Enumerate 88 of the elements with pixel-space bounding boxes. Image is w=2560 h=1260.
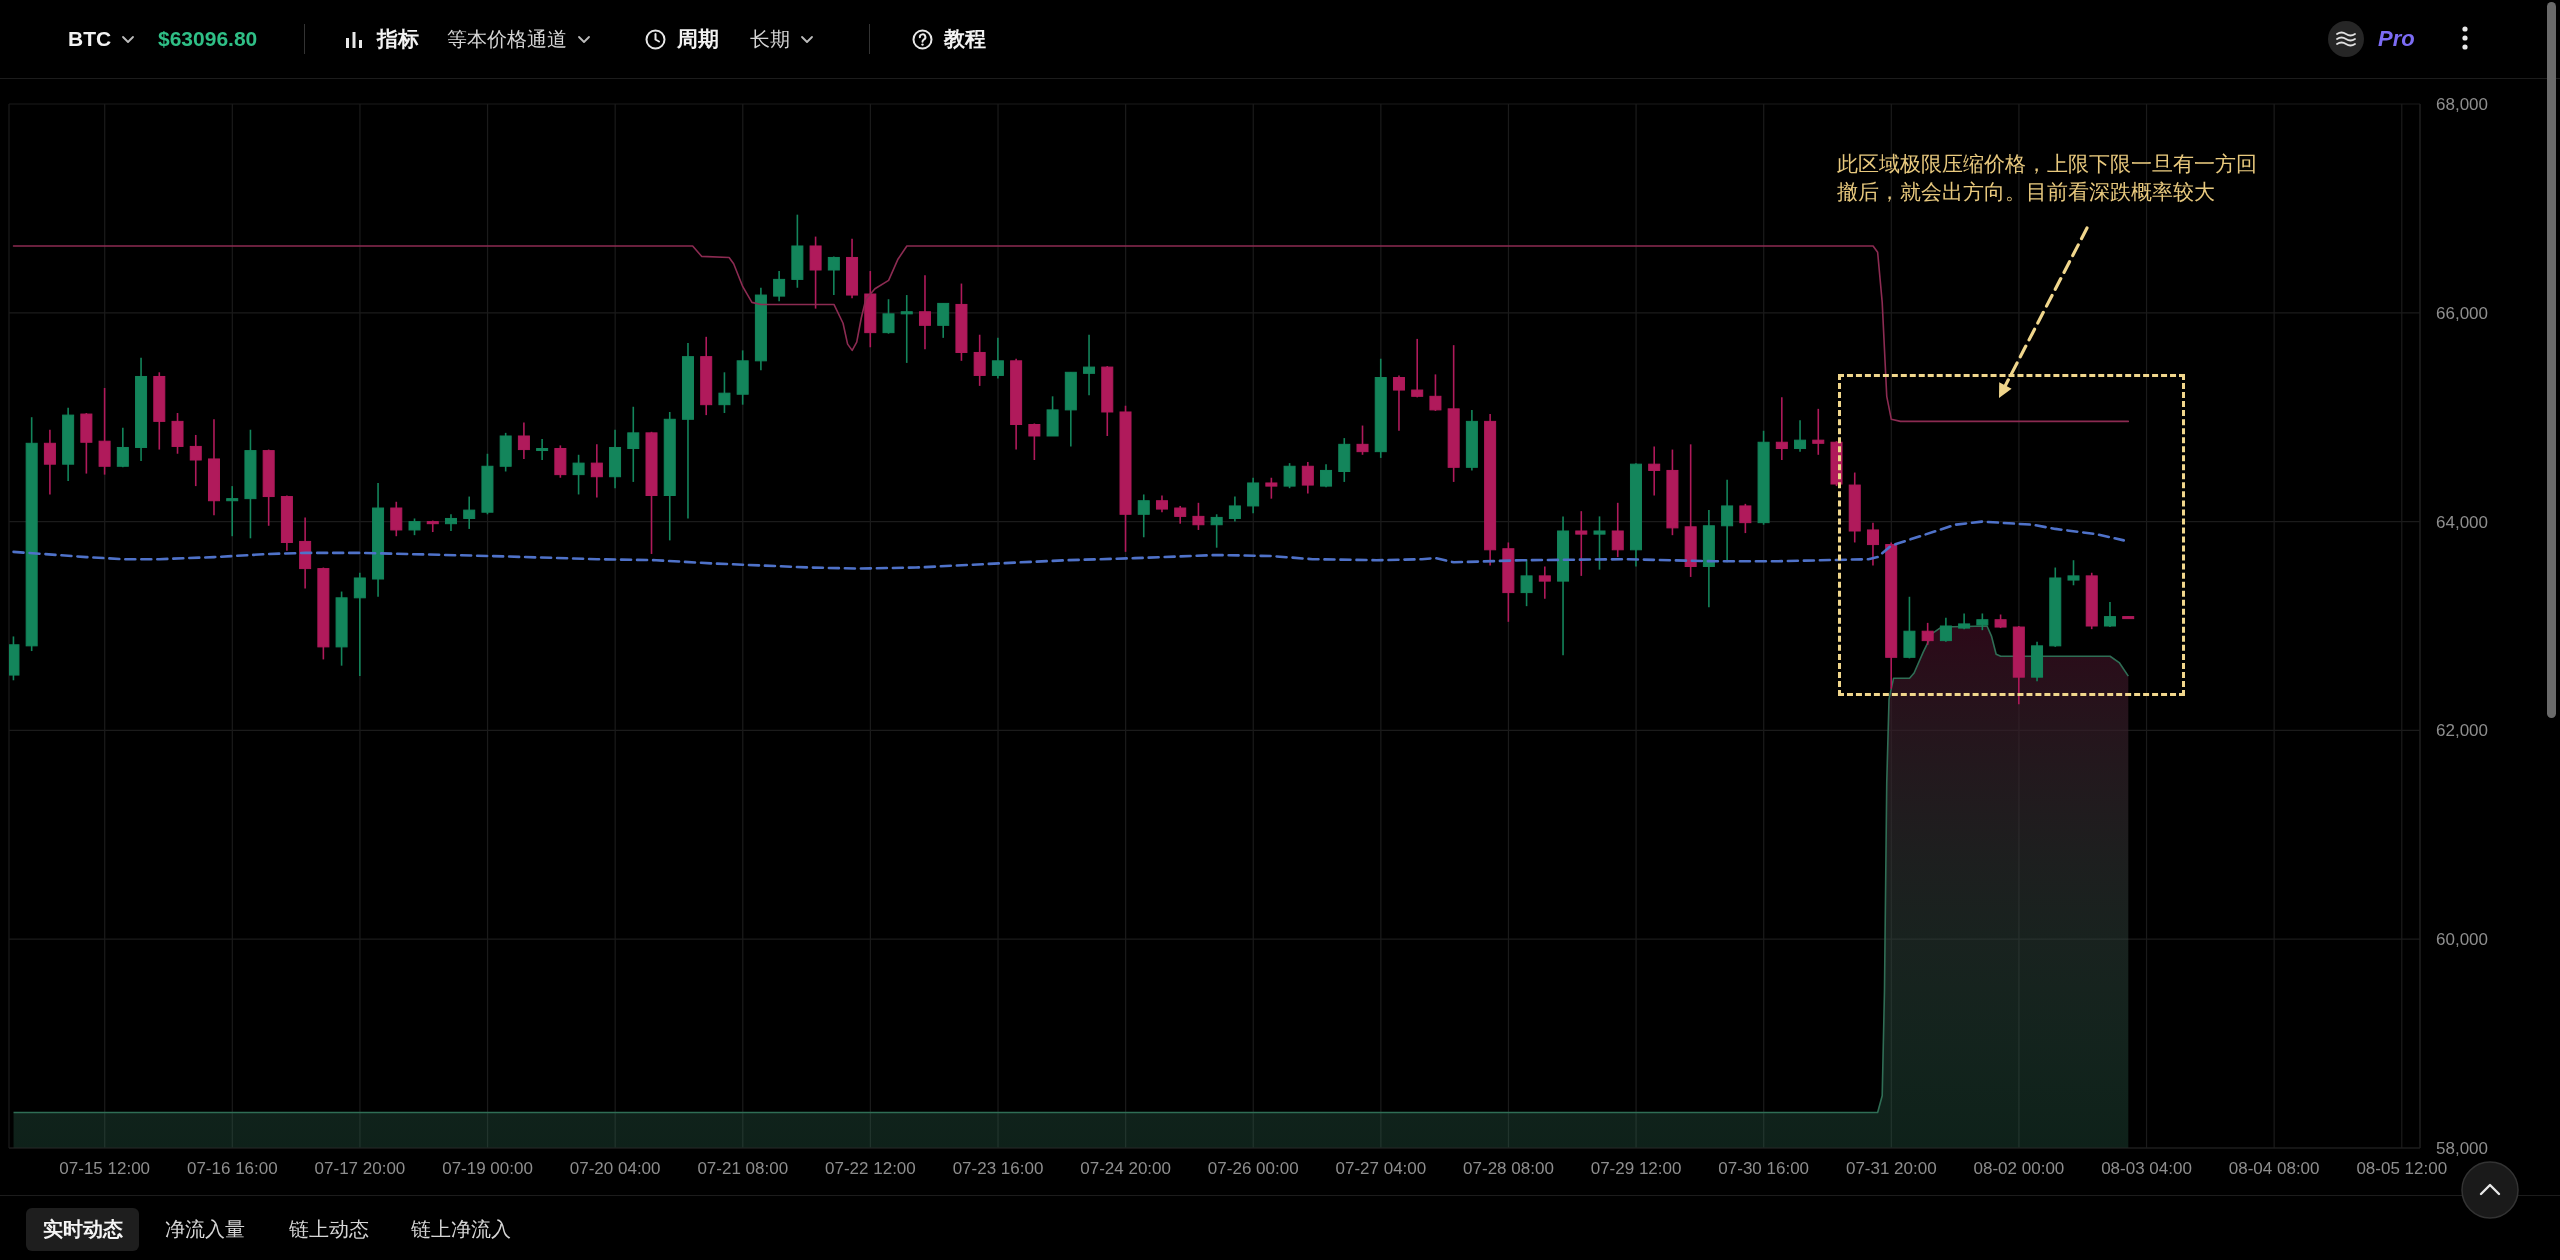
x-tick-label: 07-19 00:00 (442, 1159, 533, 1179)
candlestick (226, 485, 239, 538)
candlestick (43, 428, 56, 496)
text: 周期 (677, 26, 719, 52)
candlestick (353, 571, 366, 677)
x-tick-label: 07-21 08:00 (697, 1159, 789, 1179)
tab: 实时动态 (26, 1208, 139, 1251)
candlestick (590, 443, 603, 499)
candlestick (1228, 495, 1241, 523)
candlestick (390, 500, 403, 538)
candlestick (627, 405, 640, 483)
y-tick-label: 66,000 (2436, 303, 2488, 323)
text: 长期 (750, 26, 790, 52)
x-tick-label: 08-05 12:00 (2356, 1159, 2448, 1179)
candlestick (1356, 424, 1369, 456)
x-tick-label: 07-17 20:00 (314, 1159, 406, 1179)
candlestick (572, 453, 585, 496)
y-tick-label: 64,000 (2436, 512, 2488, 532)
chart-title: BTC (68, 27, 112, 51)
x-tick-label: 07-27 04:00 (1335, 1159, 1427, 1179)
candlestick (918, 274, 931, 351)
x-tick-label: 08-04 08:00 (2228, 1159, 2320, 1179)
text: 链上净流入 (411, 1217, 511, 1242)
candlestick (536, 438, 549, 461)
candlestick (1794, 419, 1807, 453)
text: 净流入量 (165, 1217, 245, 1242)
y-tick-label: 58,000 (2436, 1139, 2488, 1159)
candlestick (1520, 558, 1533, 607)
candlestick (1411, 338, 1424, 399)
y-tick-label: 60,000 (2436, 930, 2488, 950)
candlestick (827, 255, 840, 296)
candlestick (1538, 565, 1551, 600)
candlestick (1265, 476, 1278, 500)
candlestick (463, 495, 476, 530)
candlestick (1812, 408, 1825, 456)
candlestick (189, 434, 202, 487)
x-tick-label: 07-30 16:00 (1718, 1159, 1810, 1179)
candlestick (2103, 601, 2116, 628)
candlestick (1392, 374, 1405, 432)
candlestick (1210, 513, 1223, 549)
candlestick (991, 337, 1004, 380)
candlestick (718, 371, 731, 414)
candlestick (1593, 515, 1606, 571)
x-tick-label: 07-16 16:00 (186, 1159, 278, 1179)
x-tick-label: 07-22 12:00 (825, 1159, 916, 1179)
candlestick (1939, 616, 1952, 643)
x-tick-label: 07-28 08:00 (1463, 1159, 1554, 1179)
candlestick (1192, 502, 1205, 531)
candlestick (773, 270, 786, 303)
candlestick (1648, 445, 1661, 497)
text: Pro (2378, 26, 2415, 52)
x-tick-label: 08-02 00:00 (1973, 1159, 2065, 1179)
candlestick (882, 298, 895, 335)
text: 指标 (377, 26, 419, 52)
x-tick-label: 07-15 12:00 (59, 1159, 151, 1179)
text: 链上动态 (289, 1217, 369, 1242)
x-tick-label: 08-03 04:00 (2101, 1159, 2192, 1179)
x-tick-label: 07-20 04:00 (569, 1159, 661, 1179)
candlestick (1247, 476, 1260, 515)
candlestick (1283, 462, 1296, 489)
x-tick-label: 07-23 16:00 (952, 1159, 1044, 1179)
annotation: 此区域极限压缩价格，上限下限一旦有一方回撤后，就会出方向。目前看深跌概率较大 (1837, 152, 2257, 203)
x-tick-label: 07-26 00:00 (1207, 1159, 1299, 1179)
candlestick (1739, 503, 1752, 534)
candlestick (1575, 510, 1588, 577)
candlestick (1429, 373, 1442, 412)
x-tick-label: 07-29 12:00 (1590, 1159, 1682, 1179)
candlestick (900, 294, 913, 364)
y-tick-label: 68,000 (2436, 95, 2488, 115)
text: 教程 (944, 26, 986, 52)
candlestick (1866, 521, 1879, 567)
x-tick-label: 07-31 20:00 (1845, 1159, 1937, 1179)
y-tick-label: 62,000 (2436, 721, 2488, 741)
candlestick (1083, 333, 1096, 397)
candlestick (1301, 461, 1314, 495)
candlestick (1775, 396, 1788, 461)
text: 等本价格通道 (447, 26, 567, 52)
candlestick (517, 421, 530, 460)
candlestick (937, 302, 950, 339)
candlestick (116, 426, 129, 469)
candlestick (1611, 502, 1624, 558)
candlestick (1921, 622, 1934, 646)
x-tick-label: 07-24 20:00 (1080, 1159, 1171, 1179)
candlestick (1028, 422, 1041, 461)
candlestick (973, 333, 986, 387)
candlestick (1137, 493, 1150, 539)
candlestick (2067, 559, 2080, 587)
chart-subtitle: $63096.80 (158, 27, 258, 51)
